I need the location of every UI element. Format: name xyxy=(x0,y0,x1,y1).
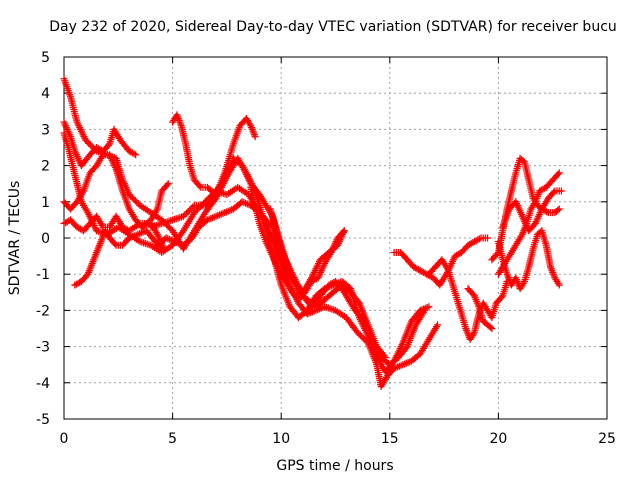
data-point xyxy=(190,209,198,217)
y-tick-label: 2 xyxy=(41,159,50,175)
y-tick-label: -1 xyxy=(36,267,50,283)
y-tick-label: 4 xyxy=(41,86,50,102)
series-track-13 xyxy=(464,285,496,332)
data-point xyxy=(486,323,494,331)
series-track-18 xyxy=(247,183,348,304)
data-point xyxy=(193,206,201,214)
data-point xyxy=(164,222,172,230)
data-point xyxy=(550,188,558,196)
data-point xyxy=(434,321,442,329)
x-tick-label: 0 xyxy=(60,431,69,447)
y-tick-label: 5 xyxy=(41,50,50,66)
data-point xyxy=(339,228,347,236)
series-track-17 xyxy=(494,169,563,278)
series-track-6 xyxy=(71,227,168,289)
data-point xyxy=(104,141,112,149)
y-tick-label: 3 xyxy=(41,122,50,138)
data-point xyxy=(132,151,140,159)
data-point xyxy=(128,194,136,202)
data-point xyxy=(555,169,563,177)
series-track-12 xyxy=(425,256,511,343)
series-track-10 xyxy=(266,205,429,369)
data-point xyxy=(488,325,496,332)
data-point xyxy=(183,209,191,217)
x-tick-label: 25 xyxy=(598,431,616,447)
y-tick-label: -3 xyxy=(36,340,50,356)
data-point xyxy=(361,336,369,344)
chart-title: Day 232 of 2020, Sidereal Day-to-day VTE… xyxy=(49,19,617,35)
data-point xyxy=(189,203,197,211)
data-point xyxy=(402,344,410,352)
series-track-7 xyxy=(169,111,259,199)
data-point xyxy=(340,227,348,235)
y-tick-label: -2 xyxy=(36,303,50,319)
data-point xyxy=(179,212,187,220)
data-point xyxy=(497,293,505,301)
x-tick-label: 10 xyxy=(272,431,290,447)
data-point xyxy=(196,182,204,190)
x-tick-label: 20 xyxy=(489,431,507,447)
data-point xyxy=(163,181,171,189)
tick-labels: 0 5 10 15 20 25 -5 -4 -3 -2 -1 0 1 2 3 4 5 xyxy=(36,50,616,447)
data-point xyxy=(356,331,364,339)
data-point xyxy=(425,303,433,311)
data-point xyxy=(554,170,562,178)
data-point xyxy=(130,150,138,158)
y-axis-label: SDTVAR / TECUs xyxy=(7,181,23,296)
data-point xyxy=(219,178,227,186)
data-point xyxy=(353,328,361,336)
data-point xyxy=(555,205,563,213)
data-point xyxy=(86,141,94,149)
series-track-2 xyxy=(60,118,140,170)
data-point xyxy=(164,180,172,188)
data-point xyxy=(184,208,192,216)
data-point xyxy=(111,240,119,248)
data-point xyxy=(484,234,492,242)
data-point xyxy=(354,298,362,306)
data-point xyxy=(186,206,194,214)
data-point xyxy=(83,138,91,146)
data-point xyxy=(131,197,139,205)
x-axis-label: GPS time / hours xyxy=(276,458,393,474)
series-track-4 xyxy=(60,151,172,231)
y-tick-label: 1 xyxy=(41,195,50,211)
data-point xyxy=(187,205,195,213)
data-point xyxy=(554,206,562,214)
data-point xyxy=(363,337,371,345)
data-point xyxy=(158,244,166,252)
data-point xyxy=(127,192,135,200)
data-point xyxy=(130,195,138,203)
data-point xyxy=(543,208,551,216)
data-point xyxy=(133,198,141,206)
y-tick-label: -5 xyxy=(36,412,50,428)
data-point xyxy=(557,187,565,195)
y-tick-label: -4 xyxy=(36,376,50,392)
axes xyxy=(63,56,608,420)
data-markers xyxy=(60,75,565,390)
data-point xyxy=(355,330,363,338)
data-point xyxy=(359,334,367,342)
grid xyxy=(64,57,607,419)
data-point xyxy=(85,139,93,147)
data-point xyxy=(165,224,173,232)
x-tick-label: 15 xyxy=(381,431,399,447)
data-point xyxy=(181,211,189,219)
data-point xyxy=(358,333,366,341)
series-track-5 xyxy=(60,212,168,253)
data-point xyxy=(421,306,429,314)
x-tick-label: 5 xyxy=(168,431,177,447)
data-point xyxy=(251,133,259,141)
series-track-15 xyxy=(494,227,563,293)
data-point xyxy=(475,235,483,243)
y-tick-label: 0 xyxy=(41,231,50,247)
data-point xyxy=(160,245,168,253)
data-point xyxy=(555,281,563,289)
data-point xyxy=(82,136,90,144)
